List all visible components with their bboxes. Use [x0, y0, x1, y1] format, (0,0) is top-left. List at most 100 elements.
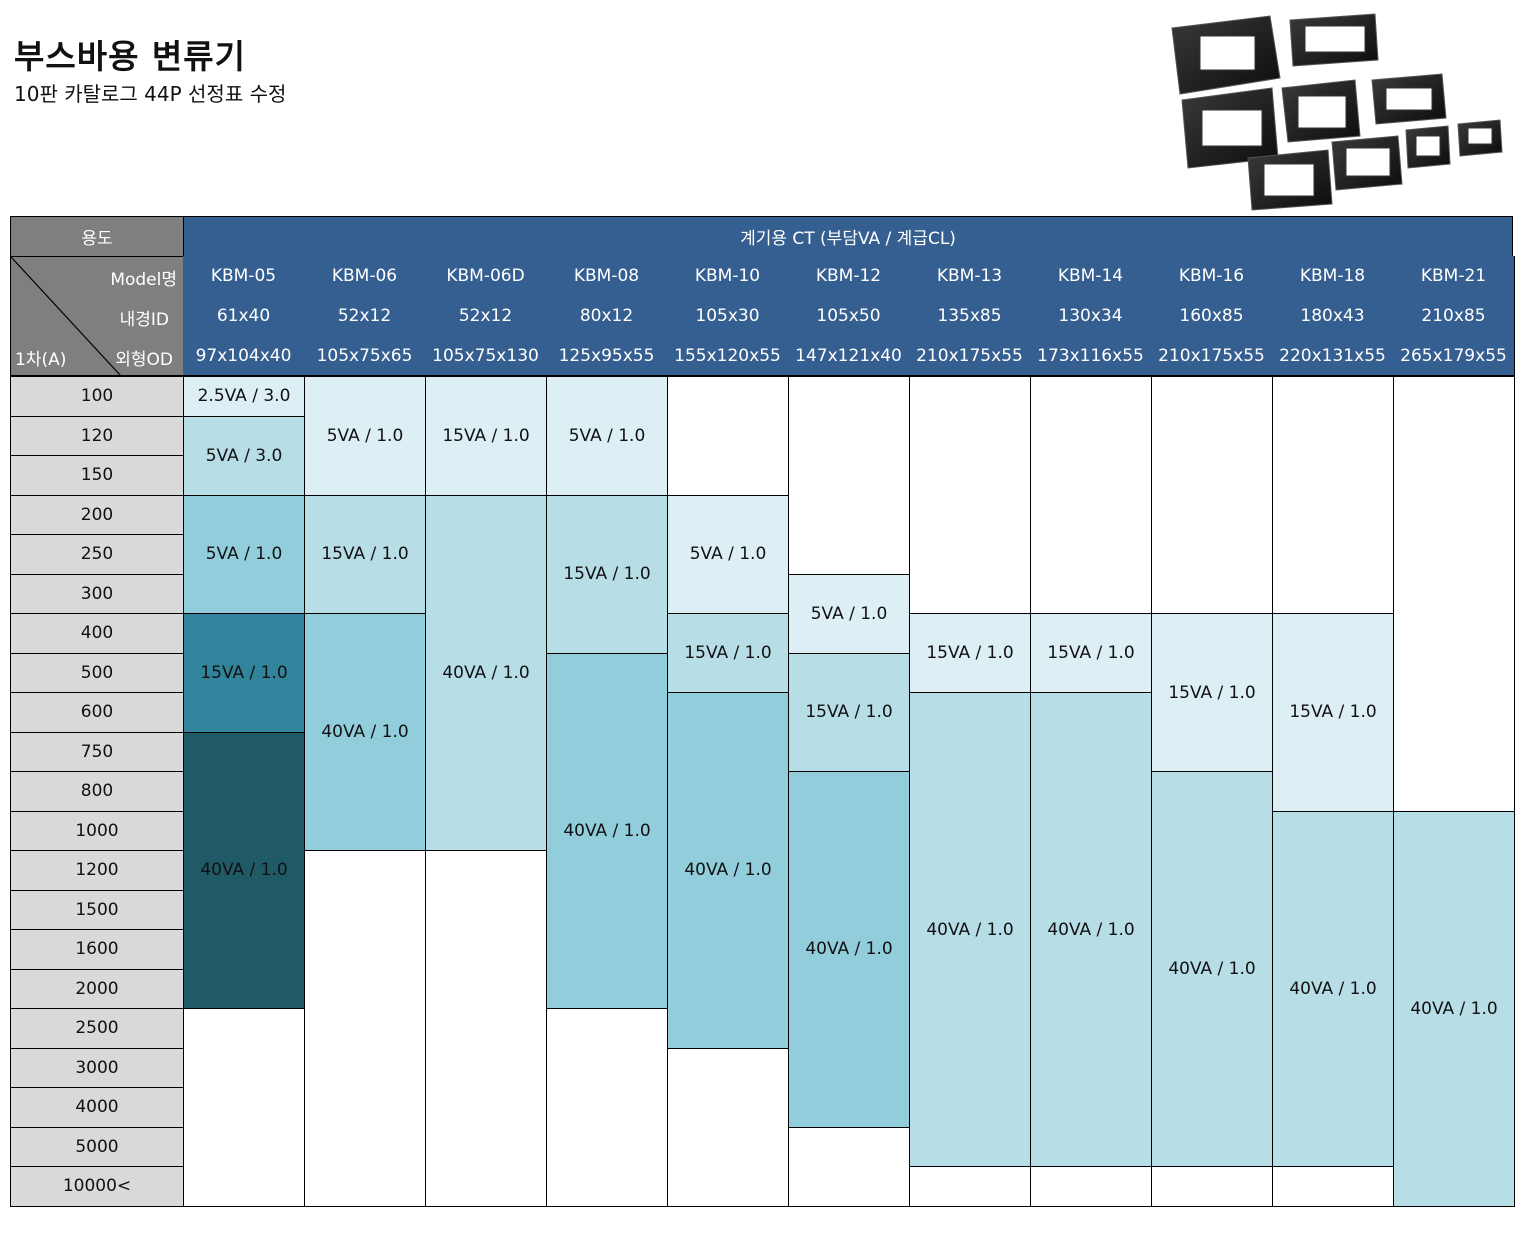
header-bottom-border: [183, 375, 1515, 376]
row-label: 600: [10, 692, 184, 733]
column-header-id: 180x43: [1272, 296, 1394, 336]
row-label: 1600: [10, 929, 184, 970]
rating-cell: 40VA / 1.0: [667, 692, 789, 1049]
empty-cell: [788, 1126, 910, 1207]
page-subtitle: 10판 카탈로그 44P 선정표 수정: [14, 82, 287, 106]
rating-cell: 15VA / 1.0: [304, 494, 426, 614]
rating-cell: 5VA / 1.0: [546, 376, 668, 496]
row-label: 100: [10, 376, 184, 417]
column-header-od: 105x75x65: [304, 336, 426, 376]
corner-diagonal: [11, 257, 122, 377]
column-header-od: 125x95x55: [546, 336, 668, 376]
corner-inner-label: 내경ID: [119, 310, 169, 330]
empty-cell: [1151, 376, 1273, 614]
column-header-id: 130x34: [1030, 296, 1152, 336]
usage-label: 용도: [10, 216, 184, 257]
rating-cell: 40VA / 1.0: [183, 731, 305, 1009]
empty-cell: [909, 376, 1031, 614]
empty-cell: [546, 1008, 668, 1207]
row-label: 250: [10, 534, 184, 575]
corner-model-label: Model명: [110, 270, 177, 290]
column-header-model: KBM-12: [788, 256, 910, 296]
row-label: 5000: [10, 1126, 184, 1167]
row-label: 750: [10, 731, 184, 772]
header-right-border: [1514, 256, 1515, 376]
column-header-od: 265x179x55: [1393, 336, 1515, 376]
rating-cell: 5VA / 1.0: [183, 494, 305, 614]
empty-cell: [183, 1008, 305, 1207]
column-header-model: KBM-10: [667, 256, 789, 296]
row-label: 400: [10, 613, 184, 654]
rating-cell: 15VA / 1.0: [183, 613, 305, 733]
rating-cell: 40VA / 1.0: [1393, 810, 1515, 1207]
column-header-id: 160x85: [1151, 296, 1273, 336]
rating-cell: 15VA / 1.0: [1272, 613, 1394, 812]
rating-cell: 2.5VA / 3.0: [183, 376, 305, 417]
rating-cell: 5VA / 1.0: [788, 573, 910, 654]
rating-cell: 15VA / 1.0: [667, 613, 789, 693]
column-header-id: 210x85: [1393, 296, 1515, 336]
empty-cell: [1272, 1166, 1394, 1207]
rating-cell: 40VA / 1.0: [304, 613, 426, 851]
row-label: 150: [10, 455, 184, 496]
usage-value: 계기용 CT (부담VA / 계급CL): [183, 216, 1513, 257]
empty-cell: [667, 1047, 789, 1207]
empty-cell: [1030, 376, 1152, 614]
column-header-model: KBM-13: [909, 256, 1031, 296]
column-header-od: 220x131x55: [1272, 336, 1394, 376]
empty-cell: [1272, 376, 1394, 614]
rating-cell: 40VA / 1.0: [546, 652, 668, 1009]
row-label: 1500: [10, 889, 184, 930]
corner-primary-label: 1차(A): [15, 350, 67, 370]
column-header-od: 155x120x55: [667, 336, 789, 376]
column-header-od: 97x104x40: [183, 336, 305, 376]
product-photo: [1171, 13, 1503, 211]
column-header-id: 52x12: [304, 296, 426, 336]
column-header-model: KBM-14: [1030, 256, 1152, 296]
column-header-id: 135x85: [909, 296, 1031, 336]
selection-table: 용도 계기용 CT (부담VA / 계급CL) Model명 내경ID 외형OD…: [10, 216, 1515, 1207]
rating-cell: 40VA / 1.0: [1030, 692, 1152, 1167]
column-header-model: KBM-08: [546, 256, 668, 296]
row-label: 2500: [10, 1008, 184, 1049]
row-label: 500: [10, 652, 184, 693]
column-header-model: KBM-06: [304, 256, 426, 296]
column-header-od: 210x175x55: [909, 336, 1031, 376]
rating-cell: 15VA / 1.0: [425, 376, 547, 496]
empty-cell: [1030, 1166, 1152, 1207]
row-label: 2000: [10, 968, 184, 1009]
rating-cell: 15VA / 1.0: [546, 494, 668, 654]
row-label: 10000<: [10, 1166, 184, 1207]
page-title: 부스바용 변류기: [14, 37, 247, 76]
row-label: 800: [10, 771, 184, 812]
rating-cell: 40VA / 1.0: [1272, 810, 1394, 1167]
rating-cell: 40VA / 1.0: [788, 771, 910, 1128]
column-header-model: KBM-18: [1272, 256, 1394, 296]
row-label: 120: [10, 415, 184, 456]
rating-cell: 40VA / 1.0: [425, 494, 547, 851]
rating-cell: 15VA / 1.0: [909, 613, 1031, 693]
rating-cell: 15VA / 1.0: [1030, 613, 1152, 693]
rating-cell: 40VA / 1.0: [1151, 771, 1273, 1167]
rating-cell: 15VA / 1.0: [1151, 613, 1273, 772]
column-header-model: KBM-16: [1151, 256, 1273, 296]
rating-cell: 5VA / 3.0: [183, 415, 305, 496]
rating-cell: 40VA / 1.0: [909, 692, 1031, 1167]
column-header-model: KBM-21: [1393, 256, 1515, 296]
empty-cell: [788, 376, 910, 575]
column-header-id: 52x12: [425, 296, 547, 336]
header-corner: Model명 내경ID 외형OD 1차(A): [10, 256, 184, 377]
column-header-od: 147x121x40: [788, 336, 910, 376]
column-header-od: 173x116x55: [1030, 336, 1152, 376]
row-label: 200: [10, 494, 184, 535]
corner-outer-label: 외형OD: [115, 350, 173, 370]
empty-cell: [909, 1166, 1031, 1207]
column-header-id: 61x40: [183, 296, 305, 336]
column-header-od: 210x175x55: [1151, 336, 1273, 376]
row-label: 300: [10, 573, 184, 614]
column-header-model: KBM-06D: [425, 256, 547, 296]
row-label: 1000: [10, 810, 184, 851]
empty-cell: [667, 376, 789, 496]
row-label: 1200: [10, 850, 184, 891]
column-header-id: 80x12: [546, 296, 668, 336]
